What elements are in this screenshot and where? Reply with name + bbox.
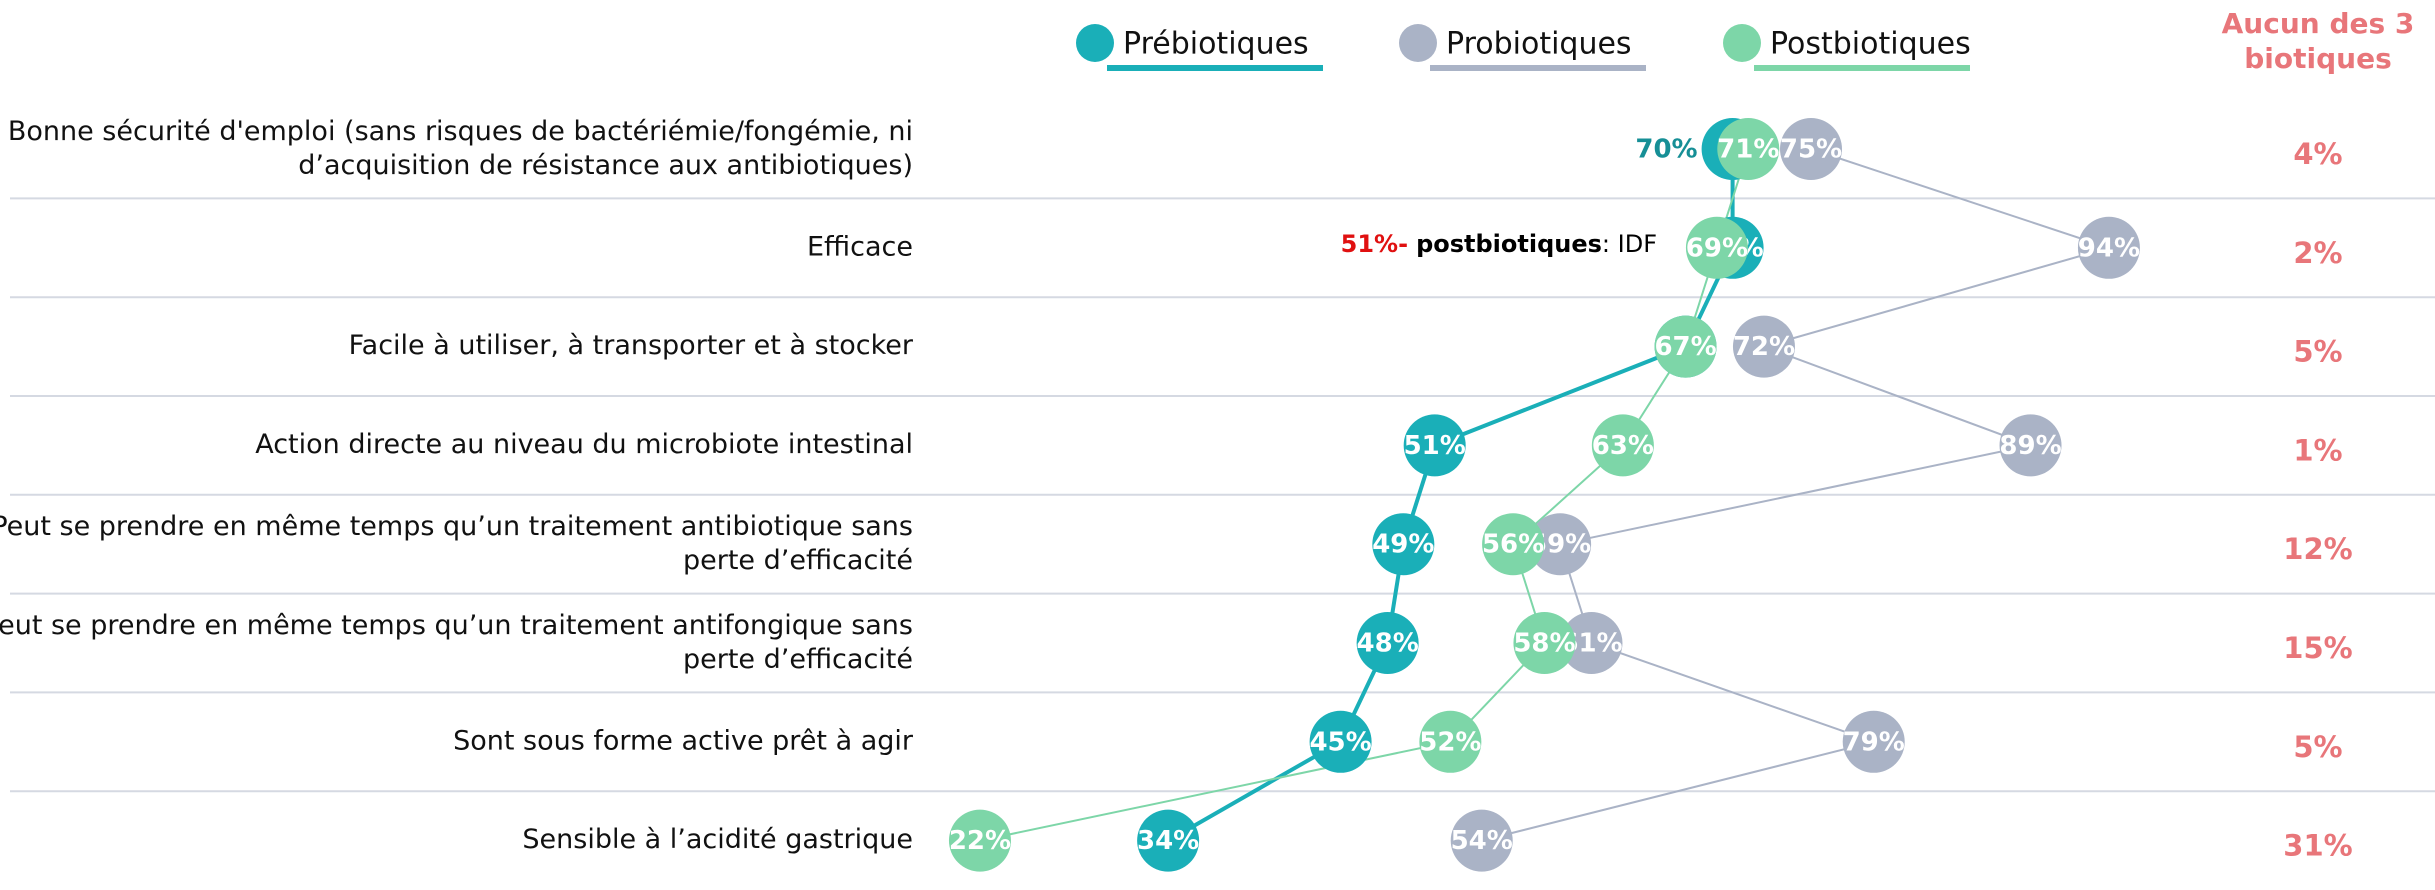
none-header: biotiques [2244,42,2392,75]
dot [1591,414,1654,477]
dot-label: 71% [1717,135,1779,165]
annotation: 51%- postbiotiques: IDF [1341,230,1657,258]
none-value: 1% [2293,433,2342,467]
dot-label: 58% [1513,629,1575,659]
dot-label: 67% [1654,332,1716,362]
none-value: 12% [2283,532,2352,566]
dot [1529,513,1592,576]
dot [1654,315,1717,378]
dot-label: 54% [1451,826,1513,856]
row-label: Efficace [807,231,913,262]
row-label: Peut se prendre en même temps qu’un trai… [0,610,913,675]
series-line [1481,148,2113,842]
dot-label: 49% [1372,530,1434,560]
dot-label: 89% [1999,431,2061,461]
row-label: Bonne sécurité d'emploi (sans risques de… [8,116,913,181]
dot-label: 72% [1733,332,1795,362]
dot [1780,118,1842,180]
dot [1717,118,1780,180]
legend-label: Prébiotiques [1123,27,1309,62]
dot [2077,216,2140,279]
dot-label: 48% [1357,629,1419,659]
none-value: 15% [2283,631,2352,665]
none-value: 4% [2293,137,2342,171]
dot [1372,513,1435,576]
legend-dot [1399,24,1437,62]
dot [1685,216,1748,279]
legend-dot [1076,24,1114,62]
dot-label: 75% [1780,135,1842,165]
row-label: Sont sous forme active prêt à agir [453,725,914,756]
annotation-part: 51%- [1341,230,1408,258]
dot-label: 52% [1419,727,1481,757]
legend-label: Probiotiques [1446,27,1632,62]
none-value: 5% [2293,730,2342,764]
dot-label: 45% [1309,727,1371,757]
dot-label: 51% [1404,431,1466,461]
dot [1482,513,1545,576]
dot [1403,414,1466,477]
dot-label: 70% [1635,135,1697,165]
dot [1137,809,1200,872]
dot [1842,710,1905,773]
none-value: 2% [2293,236,2342,270]
dot-label: 79% [1843,727,1905,757]
row-label: Sensible à l’acidité gastrique [522,824,913,855]
dot-label: 94% [2078,233,2140,263]
dot [1450,809,1513,872]
row-label: Facile à utiliser, à transporter et à st… [349,330,914,361]
dot [948,809,1011,872]
dot [1356,612,1419,674]
none-value: 31% [2283,829,2352,863]
none-header: Aucun des 3 [2222,7,2415,40]
annotation-part: : IDF [1602,230,1657,258]
dot [1999,414,2062,477]
legend-label: Postbiotiques [1770,27,1971,62]
legend-dot [1723,24,1761,62]
dot-label: 56% [1482,530,1544,560]
row-label: Action directe au niveau du microbiote i… [255,429,913,460]
dot [1560,612,1623,674]
none-value: 5% [2293,335,2342,369]
dot [1513,612,1576,674]
dot [1732,315,1795,378]
dot-label: 63% [1592,431,1654,461]
dot-label: 22% [949,826,1011,856]
annotation-part: postbiotiques [1416,230,1602,258]
dot [1419,710,1482,773]
row-label: Peut se prendre en même temps qu’un trai… [0,511,913,576]
dot-label: 34% [1137,826,1199,856]
dot-label: 69% [1686,233,1748,263]
dot [1309,710,1372,773]
